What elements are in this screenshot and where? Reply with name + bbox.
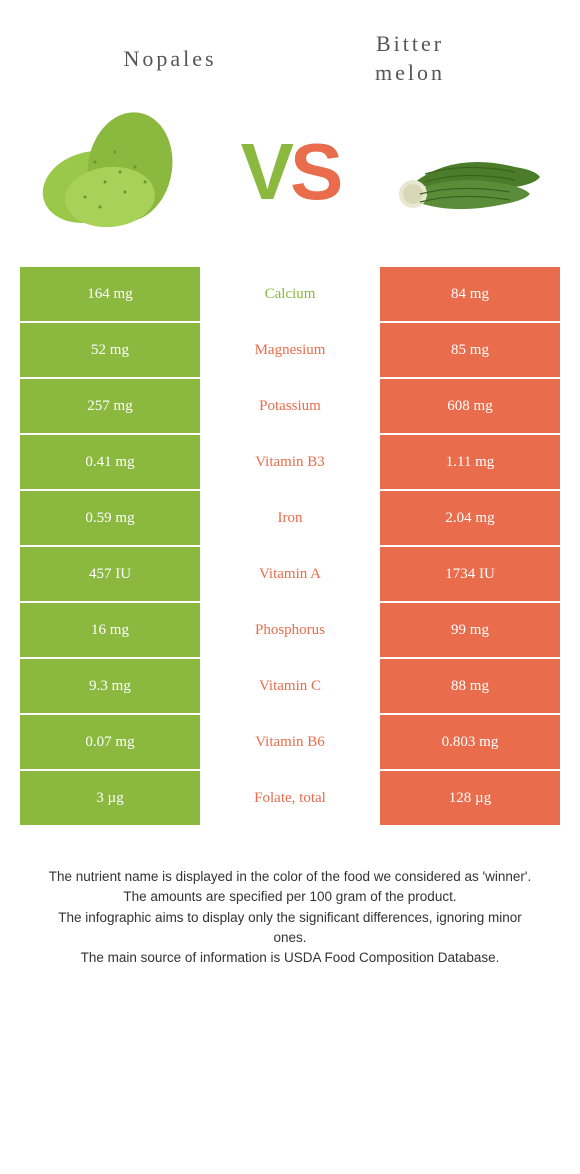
left-value-cell: 164 mg xyxy=(20,267,200,321)
vs-v: V xyxy=(241,126,290,218)
nutrient-name-cell: Iron xyxy=(200,491,380,545)
right-value-cell: 2.04 mg xyxy=(380,491,560,545)
nutrient-name-cell: Vitamin B6 xyxy=(200,715,380,769)
right-value-cell: 85 mg xyxy=(380,323,560,377)
left-value-cell: 0.59 mg xyxy=(20,491,200,545)
right-value-cell: 1734 IU xyxy=(380,547,560,601)
footer-line: The main source of information is USDA F… xyxy=(40,948,540,968)
bitter-melon-image xyxy=(370,107,550,237)
table-row: 0.07 mgVitamin B60.803 mg xyxy=(20,715,560,771)
table-row: 0.41 mgVitamin B31.11 mg xyxy=(20,435,560,491)
nutrient-name-cell: Folate, total xyxy=(200,771,380,825)
left-food-title: Nopales xyxy=(50,46,290,72)
left-value-cell: 457 IU xyxy=(20,547,200,601)
left-value-cell: 16 mg xyxy=(20,603,200,657)
right-value-cell: 1.11 mg xyxy=(380,435,560,489)
right-value-cell: 0.803 mg xyxy=(380,715,560,769)
nutrient-name-cell: Potassium xyxy=(200,379,380,433)
table-row: 164 mgCalcium84 mg xyxy=(20,267,560,323)
footer-notes: The nutrient name is displayed in the co… xyxy=(0,827,580,968)
nutrient-name-cell: Vitamin A xyxy=(200,547,380,601)
left-value-cell: 3 µg xyxy=(20,771,200,825)
left-value-cell: 9.3 mg xyxy=(20,659,200,713)
table-row: 257 mgPotassium608 mg xyxy=(20,379,560,435)
header: Nopales Bitter melon xyxy=(0,0,580,97)
nopales-image xyxy=(30,107,210,237)
table-row: 457 IUVitamin A1734 IU xyxy=(20,547,560,603)
table-row: 3 µgFolate, total128 µg xyxy=(20,771,560,827)
right-value-cell: 128 µg xyxy=(380,771,560,825)
nutrient-name-cell: Vitamin C xyxy=(200,659,380,713)
left-value-cell: 257 mg xyxy=(20,379,200,433)
nutrient-name-cell: Vitamin B3 xyxy=(200,435,380,489)
table-row: 0.59 mgIron2.04 mg xyxy=(20,491,560,547)
nutrient-name-cell: Phosphorus xyxy=(200,603,380,657)
left-value-cell: 0.41 mg xyxy=(20,435,200,489)
nutrition-table: 164 mgCalcium84 mg52 mgMagnesium85 mg257… xyxy=(20,267,560,827)
vs-label: VS xyxy=(241,126,340,218)
right-value-cell: 88 mg xyxy=(380,659,560,713)
right-value-cell: 608 mg xyxy=(380,379,560,433)
right-value-cell: 99 mg xyxy=(380,603,560,657)
table-row: 52 mgMagnesium85 mg xyxy=(20,323,560,379)
vs-s: S xyxy=(290,126,339,218)
right-food-title: Bitter melon xyxy=(290,30,530,87)
footer-line: The nutrient name is displayed in the co… xyxy=(40,867,540,887)
right-value-cell: 84 mg xyxy=(380,267,560,321)
table-row: 9.3 mgVitamin C88 mg xyxy=(20,659,560,715)
left-value-cell: 0.07 mg xyxy=(20,715,200,769)
footer-line: The amounts are specified per 100 gram o… xyxy=(40,887,540,907)
footer-line: The infographic aims to display only the… xyxy=(40,908,540,949)
table-row: 16 mgPhosphorus99 mg xyxy=(20,603,560,659)
images-row: VS xyxy=(0,97,580,267)
nutrient-name-cell: Calcium xyxy=(200,267,380,321)
nutrient-name-cell: Magnesium xyxy=(200,323,380,377)
left-value-cell: 52 mg xyxy=(20,323,200,377)
